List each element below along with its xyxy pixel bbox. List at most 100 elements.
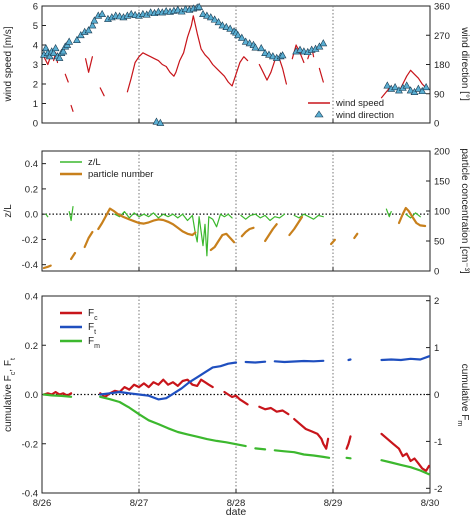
legend-wind-direction-label: wind direction [335, 110, 394, 121]
ytick-label: 4 [33, 41, 38, 52]
wind-direction-point [268, 52, 277, 60]
wind-direction-point [406, 86, 415, 94]
wind-speed-segment [398, 69, 427, 93]
wind-direction-point [206, 13, 215, 21]
particle-number-segment [42, 264, 52, 270]
xtick-label: 8/27 [130, 498, 149, 509]
wind-direction-point [391, 83, 399, 91]
panel-wind-y2label: wind direction [°] [459, 26, 470, 101]
y2tick-label: 0 [434, 267, 439, 278]
wind-direction-point [234, 31, 242, 39]
y2tick-label: -2 [434, 484, 442, 495]
y2tick-label: 0 [434, 119, 439, 130]
panel-wind: 0 1 2 3 4 5 6 0 90 180 270 360 wind speed [m/s] wi… [3, 2, 470, 130]
wind-direction-point [90, 16, 99, 24]
wind-direction-point [41, 44, 50, 52]
wind-direction-point [202, 11, 211, 19]
particle-number-segment [330, 238, 336, 246]
z-l-segment [405, 212, 421, 219]
series-z-l [45, 206, 421, 257]
particle-number-segment [97, 207, 197, 237]
fc-segment [223, 390, 249, 406]
series-ft [99, 355, 431, 401]
panel-flux-ylabel: cumulative Fc, Ft [3, 358, 17, 432]
legend-wind-speed-label: wind speed [335, 98, 384, 109]
legend-zl-label: z/L [88, 157, 101, 168]
ft-segment [244, 360, 267, 364]
wind-speed-segment [43, 56, 51, 66]
wind-direction-point [210, 15, 219, 23]
wind-direction-point [59, 47, 68, 55]
particle-number-segment [353, 232, 359, 240]
y2tick-label: 2 [434, 296, 439, 307]
fm-segment [254, 447, 267, 451]
y2tick-label: 180 [434, 60, 450, 71]
y2tick-label: 270 [434, 31, 450, 42]
series-fm [42, 393, 431, 476]
panel-wind-legend: wind speed wind direction [308, 98, 394, 121]
wind-direction-point [422, 83, 431, 91]
ytick-label: 0.4 [25, 292, 38, 303]
wind-speed-segment [126, 15, 249, 93]
panel-flux-series [42, 355, 431, 476]
wind-direction-point [402, 81, 411, 89]
z-l-segment [68, 206, 74, 222]
series-particle-number [42, 206, 427, 270]
fc-segment [345, 435, 352, 450]
fm-segment [273, 449, 331, 459]
wind-speed-segment [85, 56, 93, 73]
ytick-label: -0.4 [22, 260, 38, 271]
ytick-label: 6 [33, 2, 38, 13]
wind-direction-point [383, 81, 392, 89]
panel-stability-right-ticks: 0 50 100 150 200 [426, 147, 450, 278]
panel-flux-y2label: cumulative Fm [457, 364, 471, 427]
fc-segment [258, 405, 290, 416]
fm-segment [380, 459, 431, 476]
panel-wind-series [40, 2, 431, 126]
panel-stability-y2label: particle concentration [cm⁻³] [459, 148, 470, 274]
ytick-label: -0.4 [22, 489, 38, 500]
ft-segment [99, 361, 238, 401]
z-l-segment [240, 213, 286, 222]
wind-direction-point [226, 24, 235, 32]
particle-number-segment [264, 223, 278, 243]
ytick-label: 0.4 [25, 159, 38, 170]
y2tick-label: 100 [434, 207, 450, 218]
panel-stability-gridlines [41, 151, 431, 271]
legend-fc-label: Fc [88, 308, 98, 322]
y2tick-label: 200 [434, 147, 450, 158]
particle-number-segment [209, 232, 236, 252]
particle-number-segment [240, 226, 255, 238]
wind-direction-point [152, 117, 161, 125]
panel-stability-legend: z/L particle number [60, 157, 153, 180]
wind-speed-segment [99, 87, 105, 97]
z-l-segment [385, 208, 392, 218]
wind-direction-point [257, 44, 266, 52]
wind-direction-point [65, 37, 74, 45]
ytick-label: 0 [33, 119, 38, 130]
wind-direction-point [199, 9, 207, 18]
fm-segment [345, 456, 352, 460]
y2tick-label: 90 [434, 89, 445, 100]
particle-number-segment [397, 206, 427, 228]
wind-direction-point [278, 51, 287, 59]
panel-flux-left-ticks: -0.4 -0.2 0.0 0.2 0.4 [22, 292, 46, 500]
ytick-label: 0.2 [25, 184, 38, 195]
wind-direction-point [296, 45, 304, 53]
panel-stability-series [42, 206, 427, 270]
wind-direction-point [414, 84, 423, 92]
ytick-label: 2 [33, 80, 38, 91]
wind-direction-point [418, 86, 427, 95]
legend-particle-label: particle number [88, 169, 153, 180]
wind-direction-point [214, 18, 223, 26]
panel-flux-xlabel: date [226, 506, 247, 518]
panel-wind-gridlines [41, 6, 431, 123]
z-l-segment [114, 211, 233, 257]
panel-wind-left-ticks: 0 1 2 3 4 5 6 [33, 2, 46, 130]
xtick-label: 8/30 [421, 498, 440, 509]
y2tick-label: 50 [434, 237, 445, 248]
fm-segment [99, 395, 247, 448]
wind-direction-point [173, 5, 182, 13]
ytick-label: 0.0 [25, 210, 38, 221]
